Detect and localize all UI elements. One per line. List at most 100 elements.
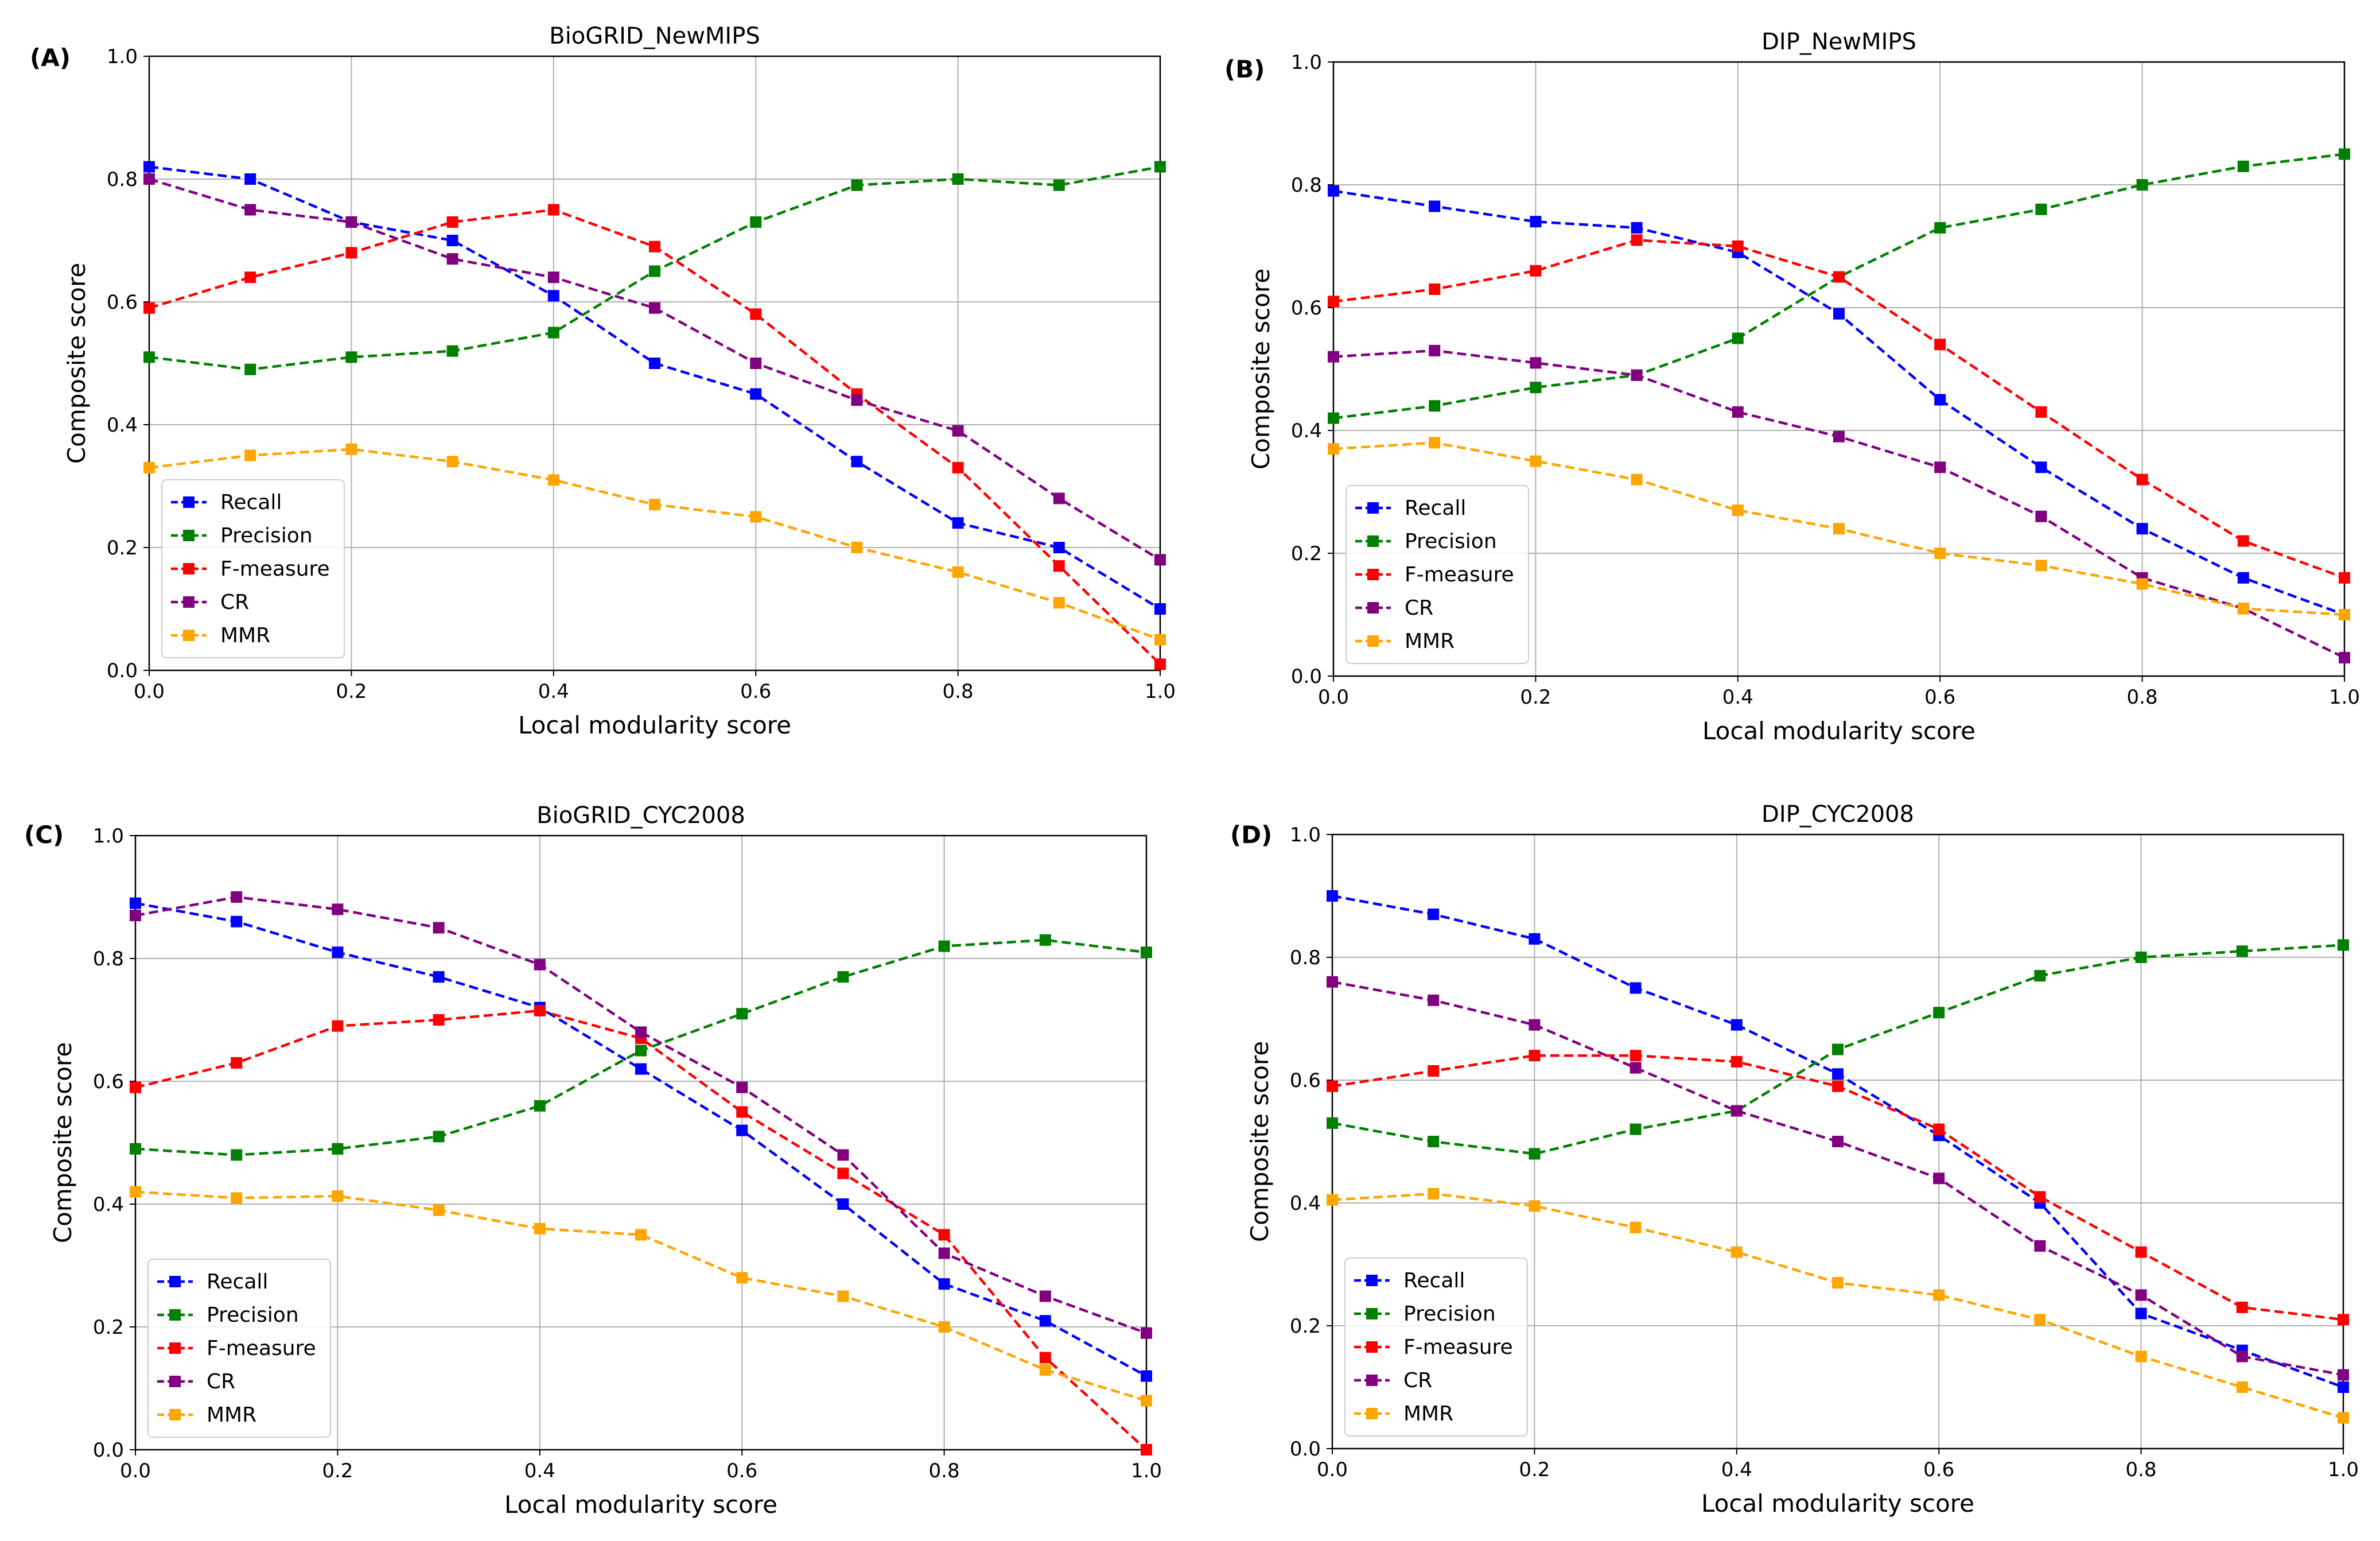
x-tick-label: 0.2 bbox=[322, 1460, 353, 1482]
data-point-f-measure bbox=[332, 1020, 344, 1032]
data-point-cr bbox=[2236, 1350, 2248, 1363]
data-point-recall bbox=[2338, 1381, 2349, 1393]
data-point-mmr bbox=[130, 1186, 141, 1198]
data-point-f-measure bbox=[2034, 1191, 2046, 1203]
data-point-f-measure bbox=[2135, 1246, 2147, 1258]
data-point-f-measure bbox=[1429, 283, 1441, 295]
data-point-mmr bbox=[231, 1192, 243, 1204]
data-point-cr bbox=[143, 173, 155, 185]
data-point-f-measure bbox=[1933, 1123, 1945, 1135]
data-point-precision bbox=[2035, 203, 2047, 215]
data-point-mmr bbox=[433, 1204, 445, 1216]
data-point-cr bbox=[1428, 994, 1440, 1006]
y-axis-label: Composite score bbox=[1246, 1041, 1274, 1242]
y-tick-label: 0.4 bbox=[1290, 1192, 1321, 1215]
data-point-precision bbox=[1328, 412, 1339, 424]
data-point-recall bbox=[231, 915, 243, 927]
data-point-mmr bbox=[1327, 1194, 1338, 1206]
data-point-recall bbox=[1053, 542, 1065, 553]
data-point-recall bbox=[2237, 572, 2249, 584]
legend-marker bbox=[1367, 602, 1379, 614]
data-point-cr bbox=[2034, 1240, 2046, 1252]
legend-label: CR bbox=[1403, 1369, 1432, 1392]
legend-marker bbox=[1366, 1308, 1378, 1319]
data-point-f-measure bbox=[1529, 1050, 1541, 1062]
x-tick-label: 0.4 bbox=[1722, 686, 1753, 709]
data-point-mmr bbox=[1141, 1395, 1152, 1407]
data-point-f-measure bbox=[244, 271, 256, 284]
x-tick-label: 1.0 bbox=[1131, 1460, 1162, 1482]
data-point-precision bbox=[952, 173, 964, 185]
legend-marker bbox=[169, 1342, 181, 1354]
data-point-cr bbox=[1833, 430, 1845, 442]
legend-marker bbox=[183, 530, 195, 541]
data-point-mmr bbox=[1631, 473, 1643, 486]
data-point-mmr bbox=[332, 1190, 344, 1202]
data-point-f-measure bbox=[2236, 1301, 2248, 1313]
data-point-precision bbox=[938, 940, 950, 952]
y-tick-label: 0.8 bbox=[107, 168, 138, 191]
data-point-cr bbox=[750, 358, 762, 369]
data-point-cr bbox=[332, 903, 344, 915]
data-point-cr bbox=[635, 1026, 647, 1038]
data-point-precision bbox=[2236, 945, 2248, 957]
data-point-recall bbox=[1530, 216, 1542, 228]
legend-label: MMR bbox=[207, 1403, 256, 1427]
x-tick-label: 0.0 bbox=[1317, 1458, 1348, 1481]
data-point-precision bbox=[2136, 179, 2148, 191]
data-point-recall bbox=[332, 946, 344, 958]
legend-label: CR bbox=[1405, 596, 1433, 620]
x-tick-label: 0.8 bbox=[929, 1460, 960, 1482]
data-point-f-measure bbox=[1327, 1080, 1338, 1092]
series-line-recall bbox=[135, 902, 1148, 1377]
data-point-f-measure bbox=[345, 247, 357, 259]
axes-frame bbox=[134, 834, 1148, 1451]
legend-marker bbox=[1367, 635, 1379, 647]
x-tick-label: 1.0 bbox=[2328, 1458, 2359, 1481]
data-point-mmr bbox=[143, 461, 155, 473]
legend-marker bbox=[169, 1376, 181, 1387]
legend-label: CR bbox=[220, 591, 249, 614]
legend-label: Precision bbox=[1403, 1302, 1496, 1326]
data-point-cr bbox=[1039, 1290, 1051, 1302]
x-tick-label: 0.8 bbox=[2126, 1458, 2157, 1481]
data-point-mmr bbox=[2237, 603, 2249, 615]
data-point-cr bbox=[1154, 554, 1166, 566]
data-point-f-measure bbox=[1833, 271, 1845, 283]
data-point-f-measure bbox=[837, 1167, 849, 1179]
data-point-cr bbox=[244, 204, 256, 216]
legend-label: Recall bbox=[220, 491, 282, 514]
x-axis-label: Local modularity score bbox=[1701, 1489, 1974, 1517]
data-point-precision bbox=[1732, 332, 1744, 344]
data-point-f-measure bbox=[952, 461, 964, 473]
y-tick-label: 1.0 bbox=[1291, 51, 1322, 74]
data-point-recall bbox=[2035, 461, 2047, 473]
data-point-precision bbox=[1530, 382, 1542, 394]
legend-label: MMR bbox=[1405, 630, 1455, 653]
axes-frame bbox=[1331, 833, 2344, 1450]
y-tick-label: 0.6 bbox=[107, 291, 138, 314]
chart-title: BioGRID_CYC2008 bbox=[536, 802, 745, 829]
legend-label: MMR bbox=[220, 624, 270, 647]
data-point-recall bbox=[1327, 890, 1338, 902]
data-point-mmr bbox=[345, 443, 357, 455]
data-point-f-measure bbox=[2035, 406, 2047, 418]
x-tick-label: 0.4 bbox=[538, 680, 569, 703]
data-point-precision bbox=[1039, 934, 1051, 946]
legend-box bbox=[1344, 1257, 1528, 1437]
data-point-precision bbox=[433, 1131, 445, 1143]
data-point-f-measure bbox=[1053, 560, 1065, 572]
data-point-mmr bbox=[1530, 455, 1542, 467]
data-point-mmr bbox=[1730, 1246, 1743, 1258]
data-point-recall bbox=[938, 1278, 950, 1290]
data-point-f-measure bbox=[534, 1004, 546, 1016]
data-point-cr bbox=[1730, 1105, 1743, 1117]
data-point-mmr bbox=[736, 1272, 748, 1284]
chart-panel-c: (C) 0.0 0.0 0.2 0.2 0.4 0.4 0.6 0.6 0.8 0.8 1.0 1.0… bbox=[0, 770, 1190, 1540]
y-tick-label: 0.8 bbox=[93, 948, 124, 971]
data-point-recall bbox=[635, 1063, 647, 1075]
data-point-mmr bbox=[244, 449, 256, 461]
data-point-mmr bbox=[547, 474, 559, 486]
x-tick-label: 0.4 bbox=[524, 1460, 555, 1482]
panel-label-d: (D) bbox=[1230, 821, 1273, 849]
